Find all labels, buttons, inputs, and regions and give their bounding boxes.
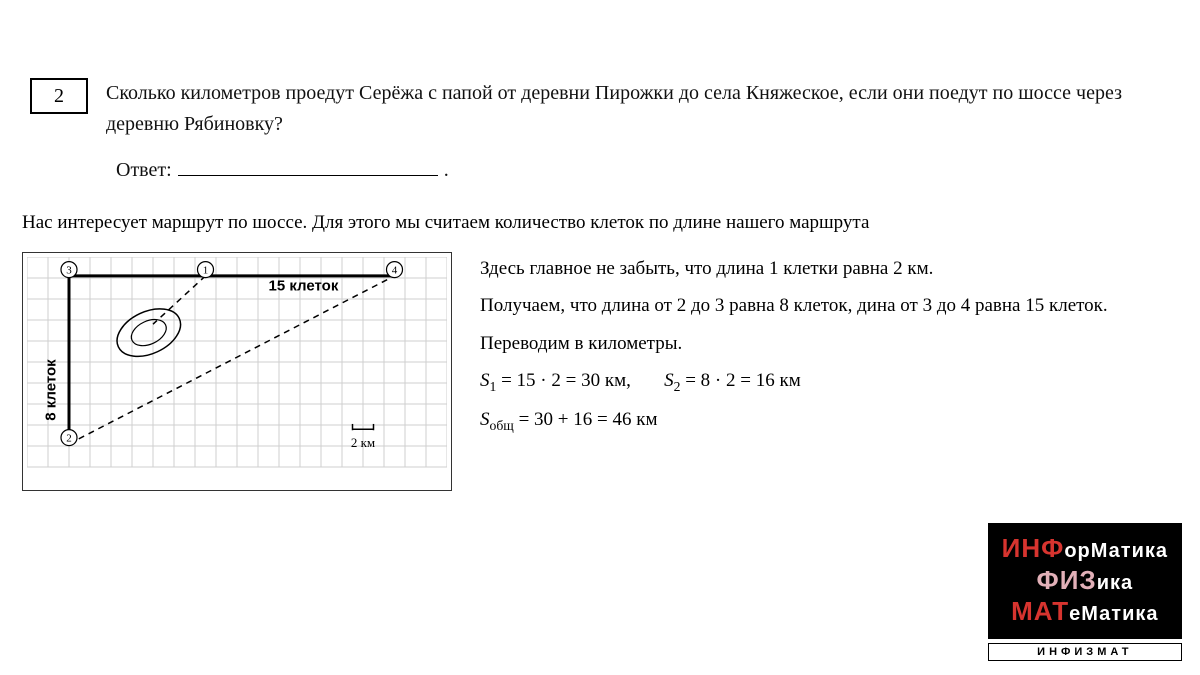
svg-text:2: 2 [66,433,72,445]
content-row: 1 2 3 4 15 клеток 8 клеток 2 км Здесь главное … [22,252,1108,491]
route-diagram: 1 2 3 4 15 клеток 8 клеток 2 км [27,257,447,481]
eq-s2-rest: = 8 · 2 = 16 км [680,370,800,391]
eq-s2-var: S [664,370,674,391]
svg-text:8 клеток: 8 клеток [42,359,59,421]
logo-word-fizika: ФИЗика [1002,565,1168,596]
equation-row-2: Sобщ = 30 + 16 = 46 км [480,403,1108,438]
problem-block: 2 Сколько километров проедут Серёжа с па… [30,78,1170,182]
problem-row: 2 Сколько километров проедут Серёжа с па… [30,78,1170,140]
diagram-container: 1 2 3 4 15 клеток 8 клеток 2 км [22,252,452,491]
logo-subtitle: ИНФИЗМАТ [988,643,1182,661]
explanation-block: Здесь главное не забыть, что длина 1 кле… [480,252,1108,441]
logo-w3-rest: еМатика [1069,603,1158,625]
logo-block: ИНФорМатика ФИЗика МАТеМатика ИНФИЗМАТ [988,523,1182,661]
explain-line-2: Получаем, что длина от 2 до 3 равна 8 кл… [480,289,1108,322]
svg-text:2 км: 2 км [351,435,375,450]
equation-row-1: S1 = 15 · 2 = 30 км, S2 = 8 · 2 = 16 км [480,364,1108,399]
eq-stot-var: S [480,409,490,430]
logo-word-matematika: МАТеМатика [1002,596,1168,627]
instruction-text: Нас интересует маршрут по шоссе. Для это… [22,212,869,234]
logo-w2-rest: ика [1097,572,1133,594]
logo-w2-caps: ФИЗ [1037,565,1097,595]
logo-w1-caps: ИНФ [1002,533,1065,563]
svg-text:1: 1 [203,265,209,277]
svg-text:15 клеток: 15 клеток [269,278,339,295]
answer-period: . [444,159,449,182]
logo-word-informatika: ИНФорМатика [1002,533,1168,564]
logo-w3-caps: МАТ [1011,596,1069,626]
explain-line-3: Переводим в километры. [480,327,1108,360]
explain-line-1: Здесь главное не забыть, что длина 1 кле… [480,252,1108,285]
problem-number-box: 2 [30,78,88,114]
answer-blank-line [178,154,438,176]
svg-text:3: 3 [66,265,72,277]
problem-text: Сколько километров проедут Серёжа с папо… [106,78,1170,140]
answer-label: Ответ: [116,159,172,182]
eq-stot-rest: = 30 + 16 = 46 км [514,409,658,430]
answer-row: Ответ: . [116,154,1170,182]
eq-s1-var: S [480,370,490,391]
svg-text:4: 4 [392,265,398,277]
eq-stot-sub: общ [490,417,514,432]
eq-s1-rest: = 15 · 2 = 30 км, [496,370,631,391]
logo-w1-rest: орМатика [1064,540,1168,562]
logo-main: ИНФорМатика ФИЗика МАТеМатика [988,523,1182,639]
